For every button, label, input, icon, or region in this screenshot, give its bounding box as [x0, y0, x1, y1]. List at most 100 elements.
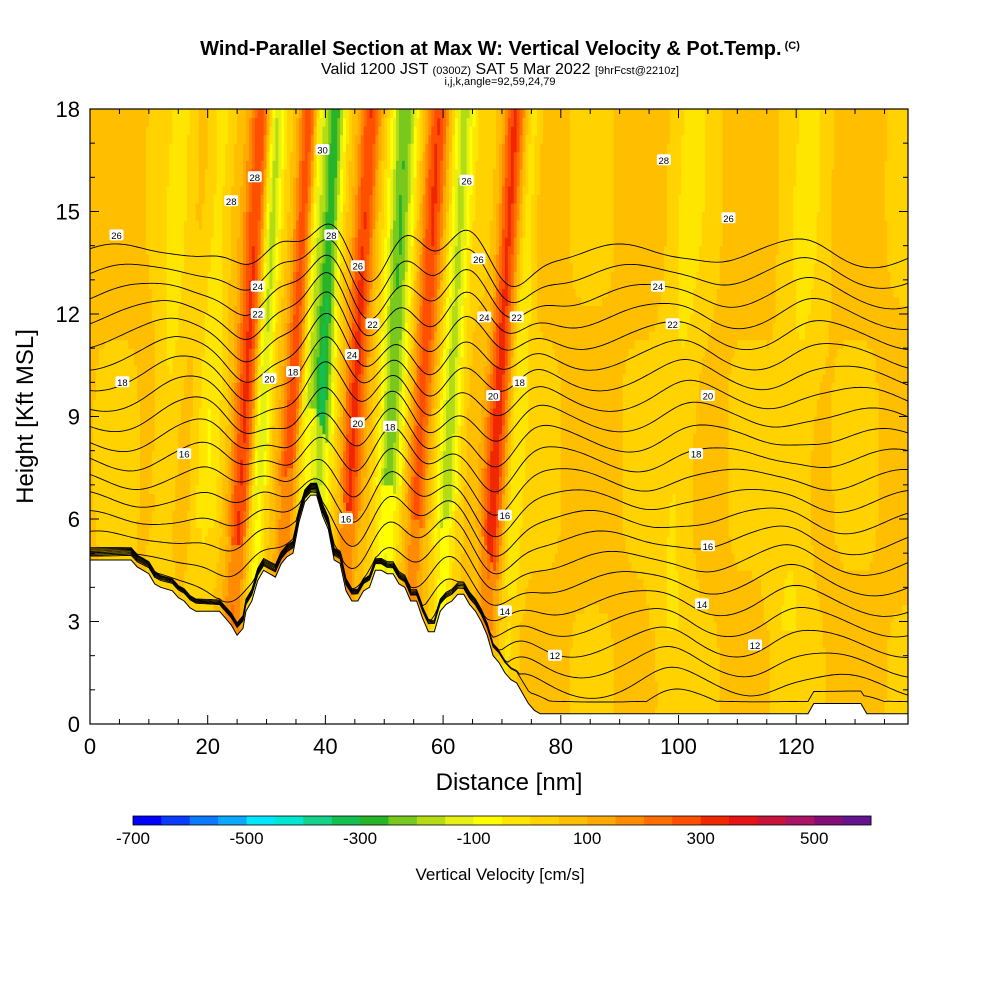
velocity-cell [154, 416, 159, 426]
velocity-cell [95, 245, 100, 255]
velocity-cell [92, 288, 97, 298]
velocity-cell [148, 185, 153, 196]
velocity-cell [145, 185, 150, 196]
velocity-cell [116, 126, 121, 136]
velocity-cell [145, 322, 150, 332]
velocity-cell [90, 271, 94, 281]
velocity-cell [151, 348, 156, 358]
velocity-cell [154, 126, 159, 136]
velocity-cell [134, 544, 138, 554]
velocity-cell [95, 254, 100, 264]
velocity-cell [140, 365, 144, 375]
velocity-cell [145, 160, 150, 170]
velocity-cell [104, 322, 109, 332]
velocity-cell [110, 407, 115, 418]
velocity-cell [95, 237, 100, 247]
velocity-cell [148, 194, 153, 204]
velocity-cell [101, 117, 106, 127]
velocity-cell [90, 202, 94, 213]
velocity-cell [154, 339, 159, 349]
velocity-cell [134, 390, 138, 401]
velocity-cell [137, 177, 141, 187]
velocity-cell [151, 527, 156, 537]
velocity-cell [92, 126, 97, 136]
velocity-cell [154, 322, 159, 332]
velocity-cell [142, 134, 147, 144]
velocity-cell [154, 348, 159, 358]
velocity-cell [95, 109, 100, 119]
velocity-cell [104, 279, 109, 289]
velocity-cell [98, 109, 103, 119]
velocity-cell [90, 151, 94, 161]
velocity-cell [119, 339, 123, 349]
velocity-cell [107, 185, 112, 196]
velocity-cell [137, 356, 141, 366]
velocity-cell [148, 237, 153, 247]
velocity-cell [119, 519, 123, 529]
velocity-cell [116, 467, 121, 477]
velocity-cell [142, 279, 147, 289]
velocity-cell [151, 211, 156, 221]
velocity-cell [122, 271, 126, 281]
velocity-cell [95, 373, 100, 383]
velocity-cell [128, 134, 132, 144]
velocity-cell [101, 194, 106, 204]
velocity-cell [98, 450, 103, 460]
velocity-cell [119, 553, 123, 563]
velocity-cell [119, 211, 123, 221]
velocity-cell [137, 211, 141, 221]
velocity-cell [119, 126, 123, 136]
velocity-cell [110, 202, 115, 213]
velocity-cell [154, 305, 159, 315]
velocity-cell [113, 211, 118, 221]
velocity-cell [98, 117, 103, 127]
velocity-cell [125, 279, 129, 289]
velocity-cell [95, 442, 100, 452]
velocity-cell [151, 134, 156, 144]
velocity-cell [101, 185, 106, 196]
velocity-cell [125, 220, 129, 230]
velocity-cell [128, 331, 132, 341]
velocity-cell [98, 288, 103, 298]
velocity-cell [131, 356, 135, 366]
velocity-cell [107, 553, 112, 563]
velocity-cell [90, 493, 94, 503]
velocity-cell [125, 467, 129, 477]
velocity-cell [104, 527, 109, 537]
velocity-cell [110, 433, 115, 443]
velocity-cell [140, 348, 144, 358]
velocity-cell [157, 450, 162, 460]
velocity-cell [107, 433, 112, 443]
velocity-cell [116, 348, 121, 358]
velocity-cell [101, 177, 106, 187]
velocity-cell [119, 117, 123, 127]
velocity-cell [140, 382, 144, 392]
velocity-cell [92, 109, 97, 119]
velocity-cell [142, 160, 147, 170]
velocity-cell [107, 228, 112, 238]
velocity-cell [95, 510, 100, 520]
velocity-cell [107, 322, 112, 332]
velocity-cell [125, 168, 129, 178]
velocity-cell [104, 237, 109, 247]
velocity-cell [92, 160, 97, 170]
velocity-cell [145, 296, 150, 307]
velocity-cell [119, 262, 123, 272]
velocity-cell [90, 305, 94, 315]
velocity-cell [151, 433, 156, 443]
velocity-cell [140, 501, 144, 512]
velocity-cell [104, 519, 109, 529]
velocity-cell [151, 151, 156, 161]
velocity-cell [101, 271, 106, 281]
velocity-cell [107, 262, 112, 272]
velocity-cell [142, 407, 147, 418]
velocity-cell [116, 168, 121, 178]
velocity-cell [140, 322, 144, 332]
velocity-cell [134, 271, 138, 281]
velocity-cell [92, 425, 97, 435]
velocity-cell [131, 185, 135, 196]
velocity-cell [134, 237, 138, 247]
velocity-cell [101, 237, 106, 247]
velocity-cell [95, 425, 100, 435]
velocity-cell [90, 126, 94, 136]
